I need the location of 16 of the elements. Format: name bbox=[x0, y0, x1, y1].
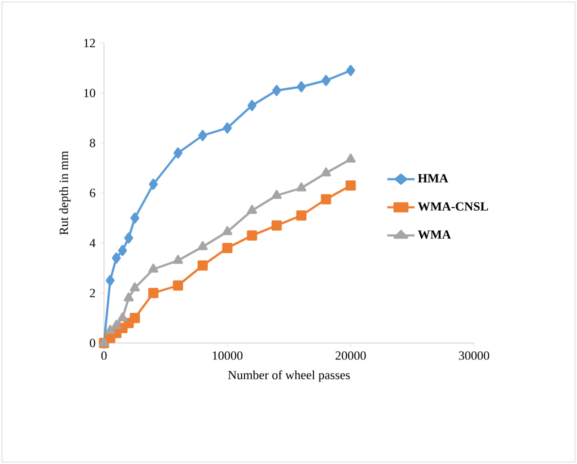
y-tick-label: 12 bbox=[84, 38, 95, 48]
legend-label: HMA bbox=[418, 174, 448, 182]
x-tick-label: 10000 bbox=[212, 351, 242, 360]
y-tick-label: 8 bbox=[90, 138, 96, 148]
legend-label: WMA-CNSL bbox=[418, 202, 488, 211]
x-tick-label: 30000 bbox=[458, 351, 490, 360]
y-axis-title: Rut depth in mm bbox=[59, 151, 71, 235]
x-tick-label: 20000 bbox=[336, 351, 366, 360]
y-tick-label: 6 bbox=[90, 188, 96, 198]
y-tick-label: 10 bbox=[84, 88, 96, 98]
x-tick-label: 0 bbox=[101, 351, 107, 360]
x-axis-title: Number of wheel passes bbox=[228, 370, 350, 382]
y-tick-label: 4 bbox=[90, 238, 96, 248]
y-tick-label: 2 bbox=[90, 288, 95, 298]
legend-label: WMA bbox=[418, 230, 451, 239]
y-tick-label: 0 bbox=[90, 338, 96, 348]
